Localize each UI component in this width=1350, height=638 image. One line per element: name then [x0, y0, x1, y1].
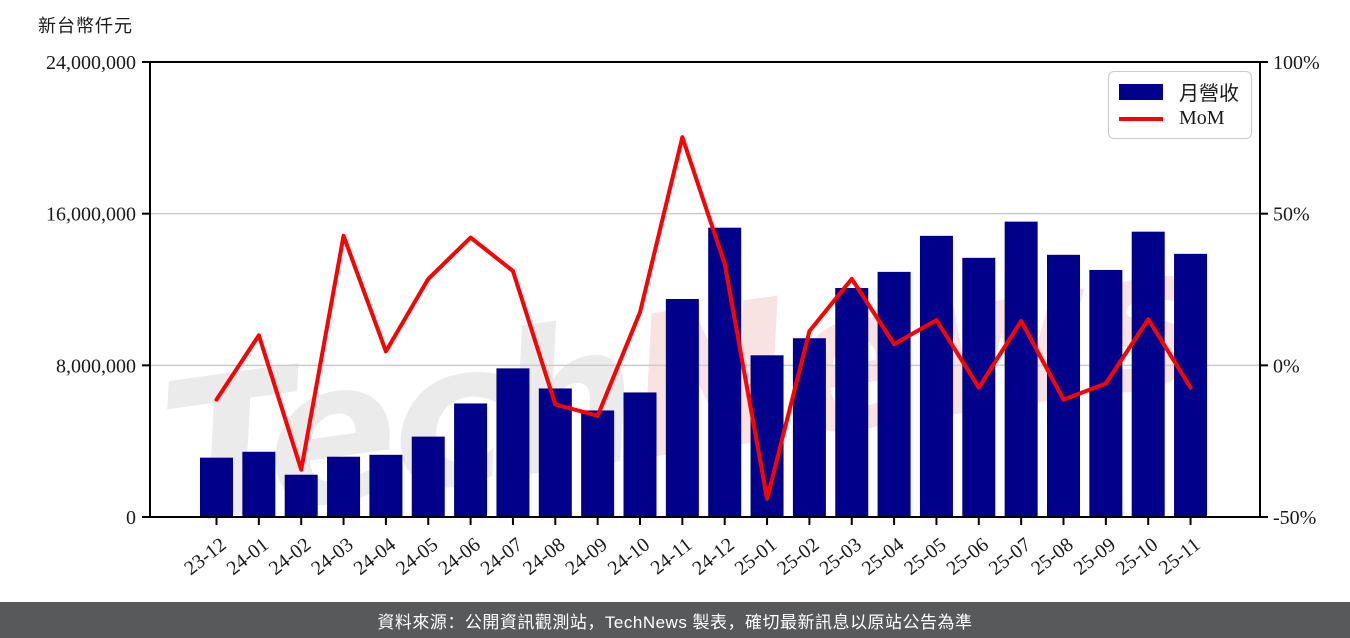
- x-tick-label-25-11: 25-11: [1155, 534, 1205, 580]
- legend-row-revenue: 月營收: [1109, 78, 1251, 105]
- revenue-bar-24-03: [327, 456, 361, 517]
- left-tick-label: 0: [126, 507, 136, 529]
- revenue-bar-24-01: [242, 451, 276, 517]
- x-tick-label-24-12: 24-12: [688, 534, 738, 580]
- revenue-bar-24-04: [369, 454, 403, 517]
- x-tick-label-25-06: 25-06: [943, 534, 993, 580]
- revenue-bar-25-03: [835, 287, 869, 517]
- revenue-bar-25-09: [1089, 269, 1123, 517]
- revenue-bar-25-08: [1047, 254, 1080, 517]
- right-tick-label: 100%: [1273, 52, 1320, 74]
- left-tick-label: 8,000,000: [56, 355, 136, 377]
- x-tick-label-24-11: 24-11: [647, 534, 697, 580]
- chart-legend: 月營收 MoM: [1108, 71, 1252, 139]
- revenue-bar-24-02: [284, 474, 318, 517]
- revenue-bar-24-09: [581, 410, 615, 517]
- x-tick-label-25-05: 25-05: [900, 534, 950, 580]
- right-tick-label: 50%: [1273, 204, 1310, 226]
- revenue-bar-25-05: [919, 235, 953, 518]
- revenue-bar-25-02: [792, 338, 826, 517]
- revenue-bar-24-10: [623, 392, 657, 517]
- left-tick-label: 16,000,000: [46, 204, 136, 226]
- plot-border: [149, 61, 1261, 518]
- x-tick-label-25-03: 25-03: [816, 534, 866, 580]
- right-tick-label: -50%: [1273, 507, 1316, 529]
- revenue-legend-label: 月營收: [1179, 83, 1239, 105]
- x-tick-label-24-08: 24-08: [519, 534, 569, 580]
- x-tick-label-24-05: 24-05: [392, 534, 442, 580]
- source-footer-bar: 資料來源：公開資訊觀測站，TechNews 製表，確切最新訊息以原站公告為準: [0, 602, 1350, 638]
- x-tick-label-25-08: 25-08: [1027, 534, 1077, 580]
- mom-line: [214, 135, 1193, 501]
- x-tick-label-25-07: 25-07: [985, 534, 1035, 580]
- revenue-bar-24-06: [454, 403, 488, 517]
- x-tick-label-24-10: 24-10: [604, 534, 654, 580]
- revenue-bar-24-07: [496, 368, 530, 517]
- x-tick-label-25-04: 25-04: [858, 534, 908, 580]
- mom-line-swatch: [1119, 116, 1163, 121]
- x-tick-label-24-07: 24-07: [477, 534, 527, 580]
- right-tick-label: 0%: [1273, 355, 1300, 377]
- x-tick-label-24-09: 24-09: [561, 534, 611, 580]
- revenue-bar-25-07: [1004, 221, 1038, 518]
- x-tick-label-25-09: 25-09: [1070, 534, 1120, 580]
- left-axis-unit-label: 新台幣仟元: [38, 16, 133, 36]
- legend-row-mom: MoM: [1109, 105, 1251, 132]
- revenue-bar-swatch: [1119, 83, 1163, 100]
- source-footer-text: 資料來源：公開資訊觀測站，TechNews 製表，確切最新訊息以原站公告為準: [377, 612, 973, 632]
- revenue-bar-24-11: [665, 298, 699, 517]
- mom-legend-label: MoM: [1179, 107, 1225, 129]
- revenue-bar-24-05: [411, 436, 445, 517]
- revenue-mom-chart-canvas: TechNews08,000,00016,000,00024,000,000-5…: [46, 52, 1320, 580]
- revenue-bar-25-04: [877, 271, 911, 517]
- x-tick-label-25-01: 25-01: [731, 534, 781, 580]
- x-tick-label-24-06: 24-06: [434, 534, 484, 580]
- x-tick-label-25-10: 25-10: [1112, 534, 1162, 580]
- revenue-bar-23-12: [200, 457, 233, 517]
- revenue-bar-24-12: [708, 227, 742, 517]
- revenue-bar-24-08: [538, 388, 572, 517]
- revenue-bar-25-10: [1131, 231, 1165, 518]
- left-tick-label: 24,000,000: [46, 52, 136, 74]
- x-tick-label-25-02: 25-02: [773, 534, 823, 580]
